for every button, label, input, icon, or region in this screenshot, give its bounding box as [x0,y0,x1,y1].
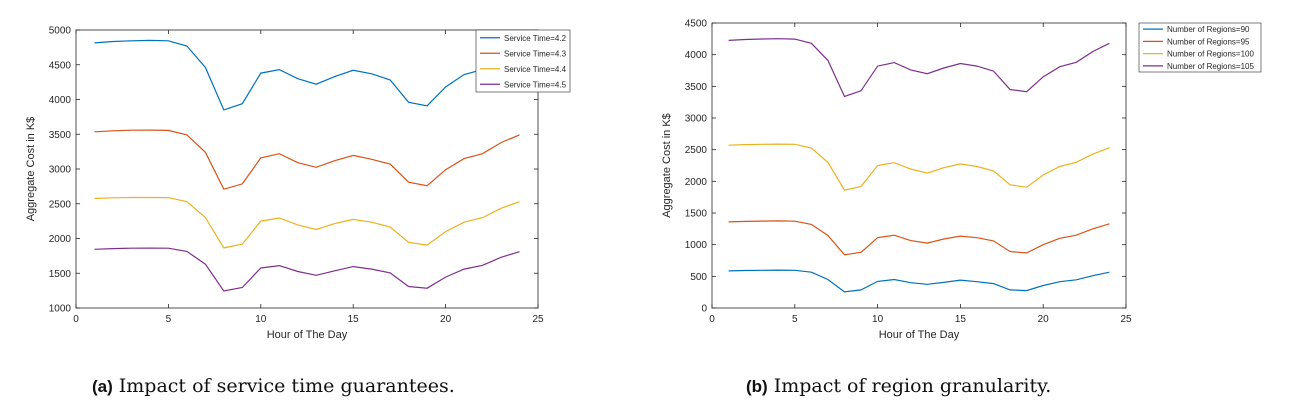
legend-entry-0: Service Time=4.2 [504,34,567,43]
y-tick-label: 1000 [49,304,72,315]
x-tick-label: 20 [1038,314,1050,325]
legend-entry-3: Service Time=4.5 [504,80,567,89]
y-tick-label: 4000 [685,50,708,61]
x-tick-label: 25 [1120,314,1132,325]
x-axis-label: Hour of The Day [267,329,348,341]
y-axis-label: Aggregate Cost in K$ [25,117,37,222]
y-tick-label: 1000 [685,240,708,251]
x-tick-label: 10 [255,314,267,325]
legend-entry-2: Number of Regions=100 [1167,50,1254,59]
legend-entry-0: Number of Regions=90 [1167,25,1250,34]
series-line-2 [728,143,1110,191]
legend-entry-1: Number of Regions=95 [1167,37,1250,46]
x-axis-label: Hour of The Day [879,329,960,341]
x-tick-label: 25 [532,314,544,325]
series-line-3 [94,247,520,292]
caption-b-tag: (b) [746,377,768,396]
plot-area-1 [711,22,1127,309]
series-line-3 [728,38,1110,98]
y-tick-label: 3500 [685,82,708,93]
y-tick-label: 2000 [49,234,72,245]
y-tick-label: 4500 [685,19,708,30]
series-line-0 [94,39,520,111]
x-tick-label: 0 [709,314,715,325]
x-tick-label: 15 [348,314,360,325]
x-tick-label: 0 [73,314,79,325]
caption-a: (a) Impact of service time guarantees. [92,375,455,397]
caption-a-text: Impact of service time guarantees. [118,375,455,397]
x-tick-label: 5 [792,314,798,325]
chart-service-time: 0 5 10 15 20 25 1000 1500 2000 2500 3000 3500 4000 45… [25,26,571,341]
y-tick-label: 1500 [685,209,708,220]
y-tick-label: 5000 [49,26,72,37]
y-tick-label: 1500 [49,269,72,280]
y-axis-label: Aggregate Cost in K$ [661,113,673,218]
caption-a-tag: (a) [92,377,113,396]
series-line-2 [94,196,520,249]
series-line-0 [728,269,1110,293]
x-tick-label: 15 [955,314,967,325]
y-tick-label: 3000 [685,114,708,125]
y-tick-label: 500 [690,272,707,283]
series-line-1 [94,129,520,190]
y-tick-label: 2000 [685,177,708,188]
y-tick-label: 3000 [49,165,72,176]
y-tick-label: 4000 [49,95,72,106]
x-tick-label: 5 [166,314,172,325]
caption-b-text: Impact of region granularity. [773,375,1052,397]
plot-area-0 [75,29,539,309]
series-line-1 [728,220,1110,256]
legend-entry-1: Service Time=4.3 [504,49,567,58]
y-tick-label: 0 [701,304,707,315]
legend-entry-2: Service Time=4.4 [504,65,567,74]
y-tick-label: 3500 [49,130,72,141]
legend-0: Service Time=4.2 Service Time=4.3 Service … [475,29,571,93]
y-tick-label: 2500 [49,199,72,210]
chart-region-granularity: 0 5 10 15 20 25 0 500 1000 1500 2000 2500 3000 3500 40… [661,19,1262,341]
legend-box [475,29,571,93]
x-tick-label: 20 [440,314,452,325]
legend-entry-3: Number of Regions=105 [1167,62,1254,71]
caption-b: (b) Impact of region granularity. [746,375,1051,397]
legend-1: Number of Regions=90 Number of Regions=95… [1138,22,1262,73]
x-tick-label: 10 [872,314,884,325]
y-tick-label: 4500 [49,60,72,71]
legend-box [1138,22,1262,73]
y-tick-label: 2500 [685,145,708,156]
